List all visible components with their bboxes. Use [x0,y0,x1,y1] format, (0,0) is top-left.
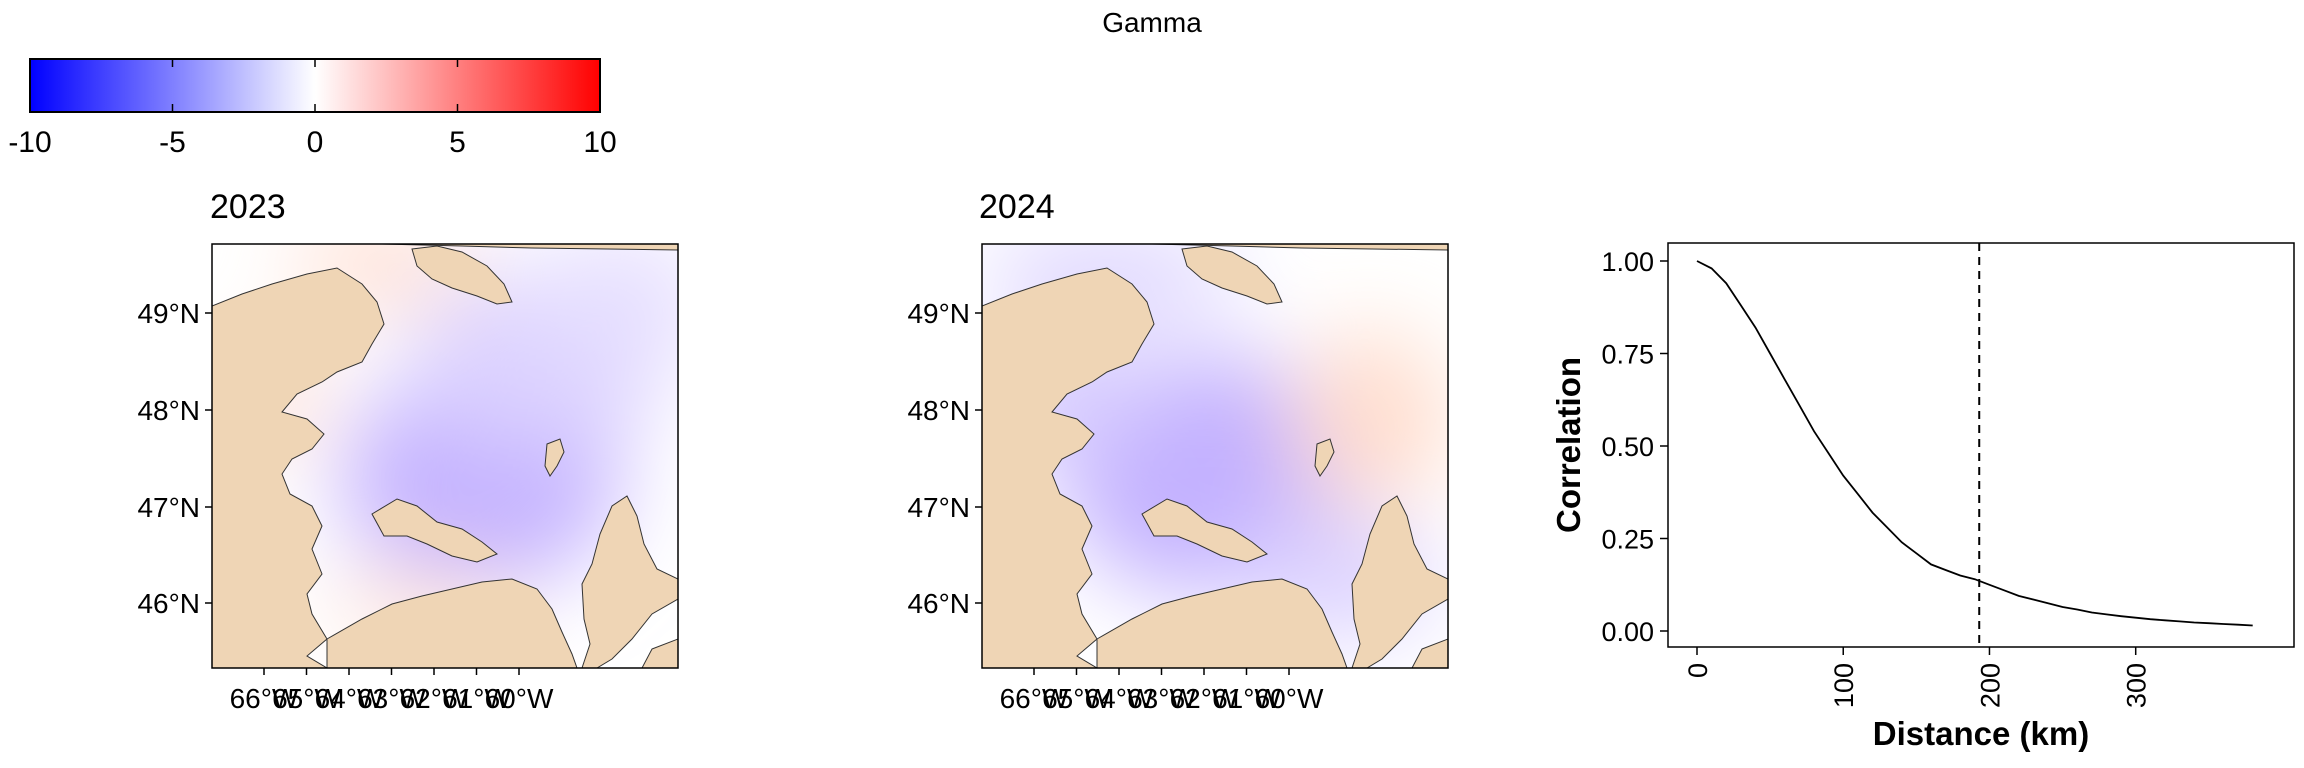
lat-tick-label: 46°N [137,588,200,619]
x-tick-label: 300 [2122,663,2152,708]
colorbar-tick-label: -5 [159,126,186,159]
lon-tick-label: 66°W [230,683,299,714]
colorbar-tick-label: 10 [583,126,616,159]
map-field-2023 [212,244,678,668]
figure-title: Gamma [1102,7,1202,38]
colorbar-tick-label: -10 [8,126,51,159]
lon-tick-label: 61°W [1212,683,1281,714]
map-panel-2023: 2023 49°N 48°N 47°N 46°N 66°W65°W64°W63°W62°… [137,188,679,714]
lat-tick-label: 48°N [137,395,200,426]
colorbar: -10 -5 0 5 10 [8,58,617,159]
lat-tick-label: 49°N [137,298,200,329]
plot-frame [1667,242,2295,648]
lon-tick-label: 63°W [357,683,426,714]
lon-tick-label: 60°W [485,683,554,714]
lon-tick-label: 61°W [442,683,511,714]
y-tick-label: 0.50 [1601,432,1654,462]
lat-tick-label: 47°N [907,492,970,523]
y-tick-label: 0.25 [1601,525,1654,555]
x-tick-label: 100 [1829,663,1859,708]
colorbar-tick-label: 0 [307,126,324,159]
map-title-2023: 2023 [210,188,286,226]
lon-tick-label: 62°W [400,683,469,714]
lon-tick-label: 66°W [1000,683,1069,714]
lon-tick-label: 62°W [1170,683,1239,714]
map-panel-2024: 2024 49°N 48°N 47°N 46°N 66°W65°W64°W63°W62°… [907,188,1449,714]
lon-tick-label: 60°W [1255,683,1324,714]
map-axes-2023: 49°N 48°N 47°N 46°N 66°W65°W64°W63°W62°W61°W… [137,298,554,714]
map-axes-2024: 49°N 48°N 47°N 46°N 66°W65°W64°W63°W62°W61°W… [907,298,1324,714]
colorbar-tick-label: 5 [449,126,466,159]
x-tick-label: 0 [1683,663,1713,678]
x-axis-label: Distance (km) [1873,715,2089,752]
lon-tick-label: 64°W [1085,683,1154,714]
y-tick-label: 0.75 [1601,340,1654,370]
colorbar-gradient [29,58,601,113]
lon-tick-label: 64°W [315,683,384,714]
map-field-2024 [982,244,1448,668]
lat-tick-label: 48°N [907,395,970,426]
correlation-line [1696,260,2253,627]
lon-tick-label: 65°W [1042,683,1111,714]
x-tick-label: 200 [1975,663,2005,708]
y-tick-label: 0.00 [1601,617,1654,647]
correlation-chart: 0.00 0.25 0.50 0.75 1.00 0 100 200 300 Distance … [1550,242,2295,752]
map-title-2024: 2024 [979,188,1055,226]
lat-tick-label: 49°N [907,298,970,329]
lon-tick-label: 63°W [1127,683,1196,714]
lat-tick-label: 46°N [907,588,970,619]
lon-tick-label: 65°W [272,683,341,714]
y-axis-label: Correlation [1550,357,1587,533]
colorbar-ticks: -10 -5 0 5 10 [8,59,617,159]
lat-tick-label: 47°N [137,492,200,523]
y-tick-label: 1.00 [1601,247,1654,277]
